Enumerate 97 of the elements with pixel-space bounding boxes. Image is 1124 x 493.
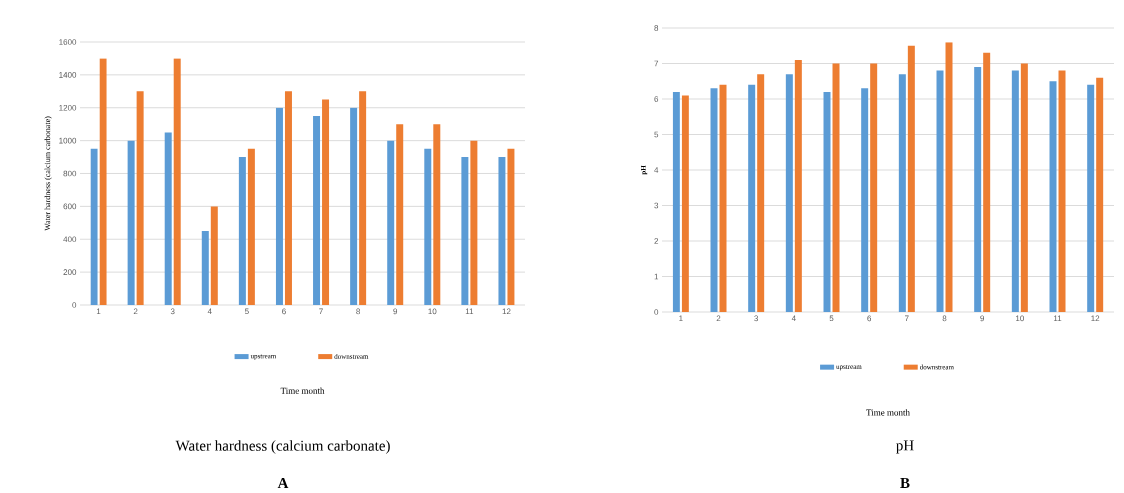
bar <box>359 91 367 305</box>
y-tick-label: 4 <box>654 167 659 173</box>
bar <box>907 45 915 312</box>
bar <box>424 148 432 305</box>
bar <box>832 63 840 312</box>
bar <box>974 67 982 312</box>
x-axis-title: Time month <box>280 387 325 394</box>
bar <box>507 148 515 305</box>
bar <box>433 124 441 305</box>
x-tick-label: 5 <box>829 315 834 322</box>
x-tick-label: 6 <box>282 308 286 315</box>
y-tick-label: 600 <box>63 203 77 210</box>
bar <box>672 91 680 312</box>
x-tick-label: 11 <box>465 308 474 315</box>
text: B <box>900 478 910 488</box>
bar <box>396 124 404 305</box>
bar <box>719 84 727 312</box>
y-tick-label: 800 <box>63 170 77 177</box>
bar <box>898 74 906 312</box>
y-tick-label: 400 <box>63 236 77 243</box>
x-tick-label: 12 <box>502 308 511 315</box>
bar <box>794 59 802 312</box>
x-tick-label: 10 <box>428 308 437 315</box>
bar <box>1087 84 1095 312</box>
bar <box>247 148 255 305</box>
x-tick-label: 3 <box>170 308 175 315</box>
bar <box>945 42 953 312</box>
bar <box>1096 77 1104 312</box>
bar <box>284 91 292 305</box>
x-tick-label: 9 <box>980 315 985 322</box>
bar <box>785 74 793 312</box>
y-tick-label: 7 <box>654 60 659 67</box>
bar <box>90 148 98 305</box>
x-tick-label: 2 <box>133 308 138 315</box>
bar <box>823 91 831 312</box>
bar <box>164 132 172 305</box>
bar <box>1011 70 1019 312</box>
bar <box>99 58 107 305</box>
x-tick-label: 8 <box>356 308 360 315</box>
x-tick-label: 7 <box>905 315 909 322</box>
y-tick-label: 0 <box>654 309 659 315</box>
bar <box>275 107 283 305</box>
bar <box>461 157 469 305</box>
bar <box>470 140 478 305</box>
bar <box>127 140 135 305</box>
x-tick-label: 12 <box>1091 315 1100 322</box>
y-tick-label: 1200 <box>59 104 77 111</box>
bar <box>387 140 395 305</box>
bar <box>936 70 944 312</box>
bar <box>350 107 358 305</box>
x-tick-label: 11 <box>1053 315 1062 322</box>
x-tick-label: 4 <box>791 315 796 322</box>
y-tick-label: 1000 <box>59 137 77 144</box>
bar <box>322 99 330 305</box>
bar <box>136 91 144 305</box>
bar <box>313 115 321 305</box>
x-tick-label: 9 <box>393 308 398 315</box>
x-tick-label: 5 <box>244 308 249 315</box>
bar <box>1049 81 1057 312</box>
text: Water hardness (calcium carbonate) <box>175 440 390 454</box>
y-tick-label: 8 <box>654 25 659 31</box>
y-tick-label: 3 <box>654 202 659 209</box>
text: pH <box>896 440 914 454</box>
y-tick-label: 200 <box>63 269 77 275</box>
x-tick-label: 7 <box>319 308 323 315</box>
x-tick-label: 2 <box>716 315 721 322</box>
y-tick-label: 6 <box>654 96 659 102</box>
bar <box>748 84 756 312</box>
x-tick-label: 1 <box>96 308 101 315</box>
bar <box>757 74 765 312</box>
bar <box>1020 63 1028 312</box>
bar <box>983 52 991 312</box>
y-tick-label: 1 <box>654 273 659 280</box>
x-tick-label: 1 <box>679 315 683 322</box>
bar <box>238 157 246 305</box>
bar <box>201 231 209 305</box>
bar <box>1058 70 1066 312</box>
bar <box>861 88 869 312</box>
bar <box>498 157 506 305</box>
x-axis-title: Time month <box>866 409 910 416</box>
bar <box>210 206 218 305</box>
text: A <box>277 478 289 488</box>
y-tick-label: 1400 <box>59 72 77 78</box>
x-tick-label: 3 <box>754 315 759 322</box>
y-tick-label: 1600 <box>59 39 77 45</box>
y-tick-label: 0 <box>72 302 77 308</box>
x-tick-label: 6 <box>867 315 872 322</box>
y-axis-title: Water hardness (calcium carbonate) <box>44 116 52 231</box>
x-tick-label: 10 <box>1016 315 1024 322</box>
y-tick-label: 2 <box>654 238 659 244</box>
x-tick-label: 4 <box>207 308 212 315</box>
bar <box>681 95 689 312</box>
y-tick-label: 5 <box>654 131 659 138</box>
bar <box>870 63 878 312</box>
bar <box>710 88 718 312</box>
bar <box>173 58 181 305</box>
x-tick-label: 8 <box>942 315 947 322</box>
